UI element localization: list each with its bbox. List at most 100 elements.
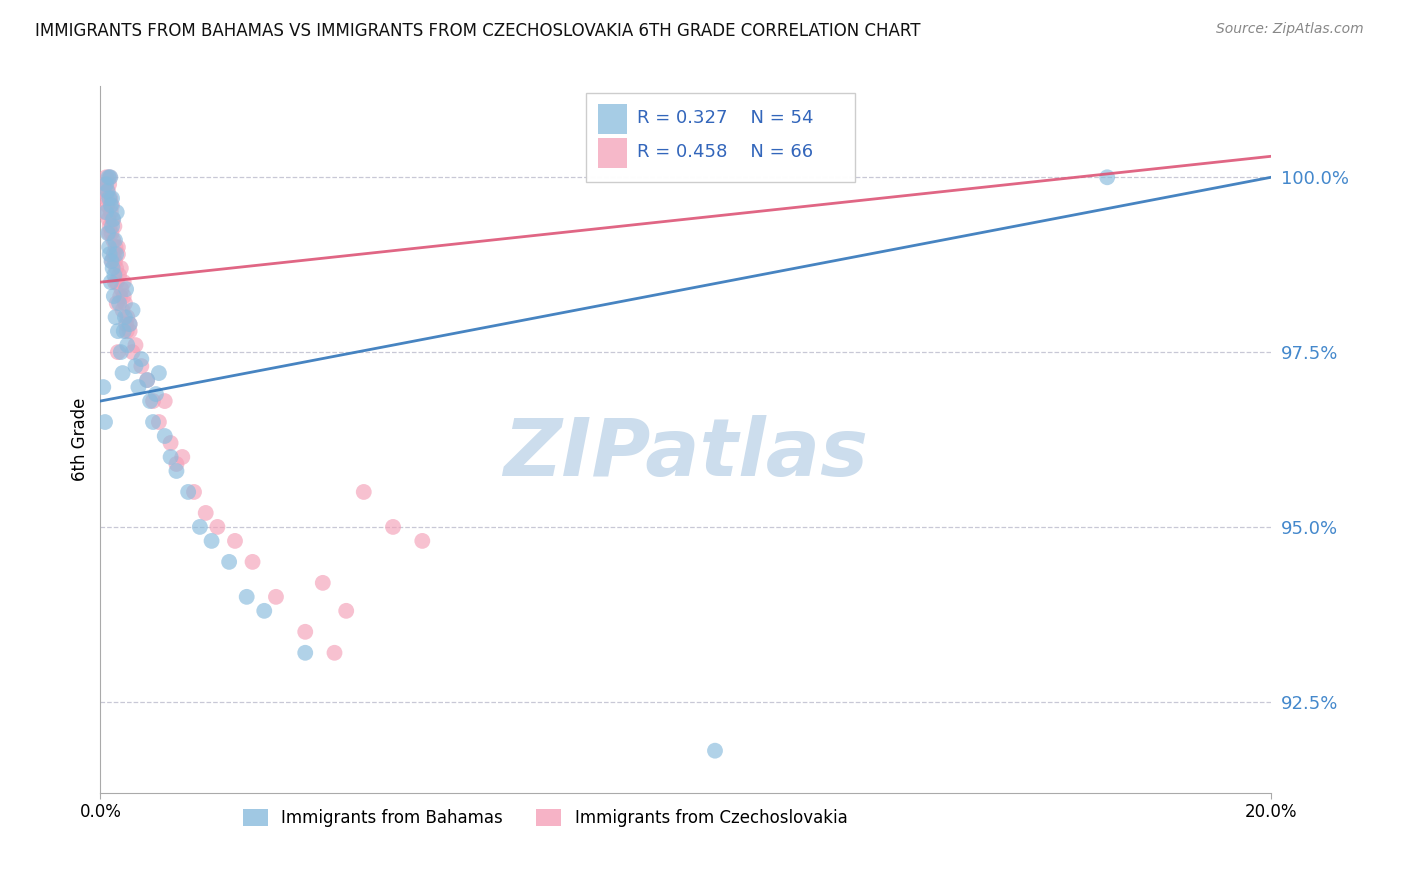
Point: [97, 212, 120, 227]
Point: [165, 457, 187, 471]
Point: [131, 359, 153, 373]
Point: [103, 247, 125, 261]
Point: [353, 485, 375, 500]
Point: [115, 282, 138, 296]
Point: [224, 533, 246, 548]
Point: [100, 254, 122, 268]
Point: [142, 394, 165, 409]
Point: [101, 212, 124, 227]
Point: [177, 485, 200, 500]
Text: R = 0.458    N = 66: R = 0.458 N = 66: [637, 143, 813, 161]
Point: [104, 254, 127, 268]
Point: [98, 219, 121, 234]
Point: [194, 506, 217, 520]
Point: [165, 464, 187, 478]
Point: [153, 429, 176, 443]
Point: [118, 324, 141, 338]
Point: [105, 205, 128, 219]
Point: [94, 415, 117, 429]
Point: [382, 520, 405, 534]
Point: [96, 191, 118, 205]
Point: [103, 233, 125, 247]
Point: [98, 247, 121, 261]
Point: [96, 184, 118, 198]
Point: [105, 275, 128, 289]
Text: Source: ZipAtlas.com: Source: ZipAtlas.com: [1216, 22, 1364, 37]
Point: [121, 303, 143, 318]
Point: [107, 345, 129, 359]
Point: [107, 324, 129, 338]
Point: [159, 450, 181, 464]
Point: [148, 366, 170, 380]
Point: [294, 646, 316, 660]
Point: [117, 338, 139, 352]
Point: [103, 212, 125, 227]
Point: [110, 261, 132, 276]
Point: [312, 575, 335, 590]
Point: [105, 247, 128, 261]
Point: [107, 240, 129, 254]
Point: [114, 296, 136, 310]
Point: [124, 359, 146, 373]
Legend: Immigrants from Bahamas, Immigrants from Czechoslovakia: Immigrants from Bahamas, Immigrants from…: [236, 802, 855, 834]
Point: [118, 317, 141, 331]
Point: [172, 450, 194, 464]
Point: [108, 296, 131, 310]
Point: [112, 289, 135, 303]
Point: [242, 555, 264, 569]
Point: [96, 178, 118, 192]
Point: [127, 380, 149, 394]
Point: [96, 198, 118, 212]
FancyBboxPatch shape: [598, 104, 627, 134]
Text: R = 0.327    N = 54: R = 0.327 N = 54: [637, 109, 813, 128]
Point: [104, 233, 127, 247]
Point: [100, 275, 122, 289]
Point: [101, 254, 124, 268]
Point: [148, 415, 170, 429]
Point: [112, 324, 135, 338]
Point: [97, 170, 120, 185]
Point: [145, 387, 167, 401]
Point: [188, 520, 211, 534]
Point: [93, 205, 115, 219]
Point: [96, 170, 118, 185]
Point: [104, 310, 127, 325]
Point: [253, 604, 276, 618]
Point: [103, 219, 125, 234]
Point: [100, 226, 122, 240]
Point: [110, 345, 132, 359]
Point: [101, 219, 124, 234]
Point: [1095, 170, 1118, 185]
Point: [218, 555, 240, 569]
Point: [100, 198, 122, 212]
Text: ZIPatlas: ZIPatlas: [503, 415, 869, 492]
Point: [110, 282, 132, 296]
FancyBboxPatch shape: [586, 94, 855, 182]
Point: [111, 303, 134, 318]
Point: [114, 310, 136, 325]
Point: [153, 394, 176, 409]
Point: [142, 415, 165, 429]
Point: [112, 275, 135, 289]
Point: [704, 744, 727, 758]
Point: [97, 184, 120, 198]
Point: [97, 226, 120, 240]
Point: [118, 317, 141, 331]
Point: [115, 317, 138, 331]
Point: [98, 170, 121, 185]
Y-axis label: 6th Grade: 6th Grade: [72, 398, 89, 481]
Point: [91, 380, 114, 394]
Point: [235, 590, 257, 604]
Point: [98, 170, 121, 185]
Point: [323, 646, 346, 660]
Point: [94, 178, 117, 192]
Point: [200, 533, 222, 548]
Point: [183, 485, 205, 500]
Point: [101, 191, 124, 205]
Point: [139, 394, 162, 409]
Point: [124, 338, 146, 352]
Point: [103, 268, 125, 282]
Point: [115, 324, 138, 338]
Point: [104, 275, 127, 289]
Point: [98, 226, 121, 240]
